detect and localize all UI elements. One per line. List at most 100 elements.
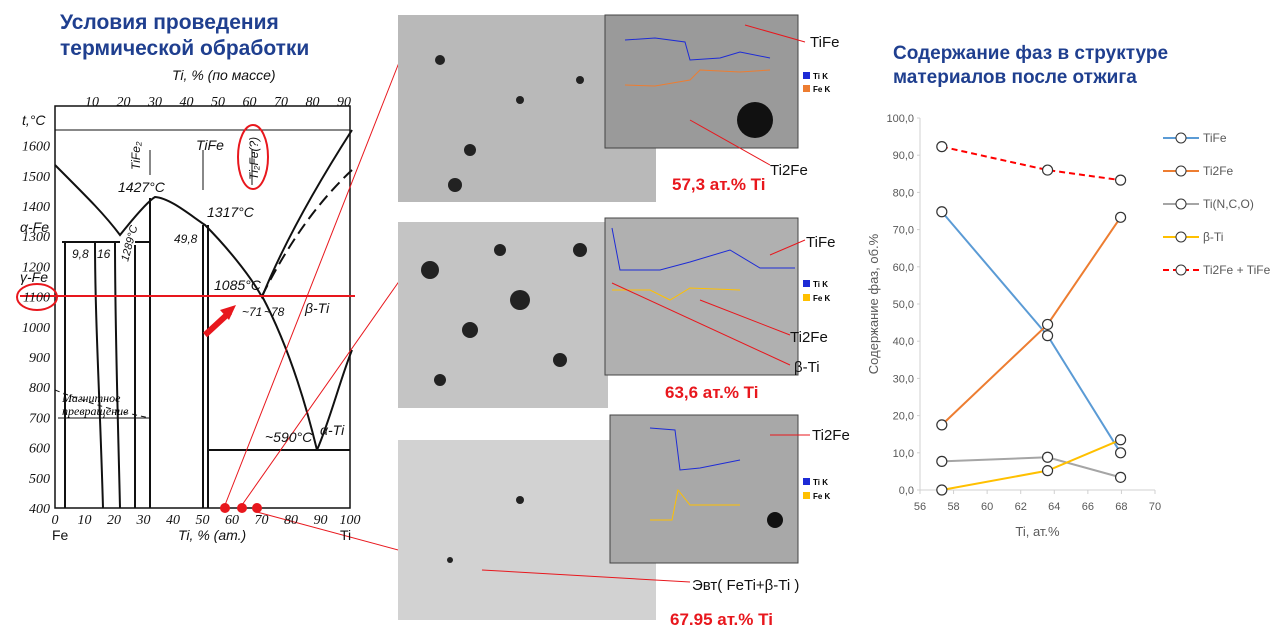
left-tick-label: 900 — [29, 351, 50, 366]
bottom-tick-label: 40 — [166, 513, 180, 528]
phase-label: Эвт( FeTi+β-Ti ) — [692, 577, 799, 594]
pd-label: α-Ti — [320, 422, 345, 438]
data-point — [1043, 319, 1053, 329]
legend-label: Ti K — [813, 280, 828, 289]
legend-marker — [1176, 133, 1186, 143]
axis-title: Ti, % (по массе) — [172, 67, 276, 83]
legend-label: Fe K — [813, 294, 831, 303]
phase-label: Ti2Fe — [812, 427, 850, 444]
data-point — [937, 456, 947, 466]
top-tick-label: 70 — [274, 95, 288, 110]
bottom-tick-label: 90 — [314, 513, 328, 528]
phase-label: TiFe — [810, 34, 839, 51]
sample-points — [220, 503, 262, 513]
data-point — [937, 485, 947, 495]
legend-marker — [1176, 166, 1186, 176]
top-tick-label: 20 — [117, 95, 131, 110]
left-tick-label: 1600 — [22, 140, 50, 155]
pd-label: 16 — [97, 247, 111, 261]
x-axis-title: Ti, ат.% — [1015, 524, 1060, 539]
series-line — [942, 440, 1121, 490]
left-tick-label: 1000 — [22, 321, 50, 336]
top-tick-label: 60 — [243, 95, 257, 110]
top-tick-label: 40 — [180, 95, 194, 110]
axis-title: Ti, % (ат.) — [178, 527, 246, 543]
pd-label: ~590°C — [265, 429, 313, 445]
legend-label: β-Ti — [1203, 230, 1223, 244]
data-point — [937, 142, 947, 152]
legend-marker — [1176, 199, 1186, 209]
y-axis-title: Содержание фаз, об.% — [866, 233, 881, 374]
x-tick-label: 60 — [981, 501, 993, 513]
y-tick-label: 50,0 — [893, 299, 914, 311]
canvas: TiFe₂ TiFe Ti₂Fe(?) 1427°C 1317°C α-Fe γ… — [0, 0, 1275, 630]
element: Ti — [340, 527, 351, 543]
x-tick-label: 66 — [1082, 501, 1094, 513]
bottom-tick-label: 70 — [255, 513, 269, 528]
pd-label: 1427°C — [118, 179, 166, 195]
series-line — [942, 147, 1121, 180]
top-tick-label: 90 — [337, 95, 351, 110]
y-tick-label: 60,0 — [893, 262, 914, 274]
bottom-tick-label: 0 — [52, 513, 59, 528]
left-tick-label: 1400 — [22, 200, 50, 215]
bottom-tick-label: 20 — [107, 513, 121, 528]
caption: 63,6 ат.% Ti — [665, 383, 758, 402]
legend-label: Ti2Fe — [1203, 164, 1234, 178]
y-tick-label: 0,0 — [899, 485, 914, 497]
y-tick-label: 20,0 — [893, 411, 914, 423]
legend-label: Ti(N,C,O) — [1203, 197, 1254, 211]
micrographs: Ti K Fe K Ti K Fe K Ti K Fe K 57,3 ат.% … — [398, 15, 850, 629]
axis-title: t,°C — [22, 112, 46, 128]
pd-label: TiFe₂ — [129, 141, 143, 170]
legend-label: Fe K — [813, 492, 831, 501]
pd-label: β-Ti — [304, 300, 330, 316]
data-point — [1116, 472, 1126, 482]
y-tick-label: 80,0 — [893, 187, 914, 199]
left-tick-label: 1200 — [22, 260, 50, 275]
x-tick-label: 62 — [1015, 501, 1027, 513]
x-tick-label: 64 — [1048, 501, 1060, 513]
left-tick-label: 1300 — [22, 230, 50, 245]
bottom-tick-label: 50 — [196, 513, 210, 528]
pd-label: ~71 — [242, 305, 262, 319]
data-point — [1043, 452, 1053, 462]
phase-label: Ti2Fe — [790, 329, 828, 346]
legend-label: Ti2Fe + TiFe — [1203, 263, 1271, 277]
left-tick-label: 800 — [29, 381, 50, 396]
left-tick-label: 500 — [29, 472, 50, 487]
legend-label: TiFe — [1203, 131, 1227, 145]
phase-label: TiFe — [806, 234, 835, 251]
pd-label: 1085°C — [214, 277, 262, 293]
phase-label: Ti2Fe — [770, 162, 808, 179]
data-point — [1116, 212, 1126, 222]
top-tick-label: 30 — [147, 95, 162, 110]
data-point — [1116, 448, 1126, 458]
pd-label: 9,8 — [72, 247, 89, 261]
pd-label: Ti₂Fe(?) — [247, 137, 261, 180]
pd-label: 1289°C — [119, 224, 140, 263]
legend-label: Ti K — [813, 72, 828, 81]
y-tick-label: 90,0 — [893, 150, 914, 162]
data-point — [937, 420, 947, 430]
bottom-tick-label: 60 — [225, 513, 239, 528]
line-chart: 0,010,020,030,040,050,060,070,080,090,01… — [866, 113, 1271, 539]
phase-label: β-Ti — [794, 359, 820, 376]
x-tick-label: 58 — [947, 501, 959, 513]
pd-label: ~78 — [264, 305, 285, 319]
pd-label: 49,8 — [174, 232, 198, 246]
data-point — [1043, 165, 1053, 175]
caption: 57,3 ат.% Ti — [672, 175, 765, 194]
element: Fe — [52, 527, 69, 543]
x-tick-label: 70 — [1149, 501, 1161, 513]
legend-marker — [1176, 265, 1186, 275]
pd-label: 1317°C — [207, 204, 255, 220]
legend-label: Fe K — [813, 85, 831, 94]
x-tick-label: 56 — [914, 501, 926, 513]
y-tick-label: 30,0 — [893, 373, 914, 385]
left-tick-label: 400 — [29, 502, 50, 517]
data-point — [1116, 435, 1126, 445]
legend-marker — [1176, 232, 1186, 242]
bottom-tick-label: 80 — [284, 513, 298, 528]
data-point — [1116, 175, 1126, 185]
